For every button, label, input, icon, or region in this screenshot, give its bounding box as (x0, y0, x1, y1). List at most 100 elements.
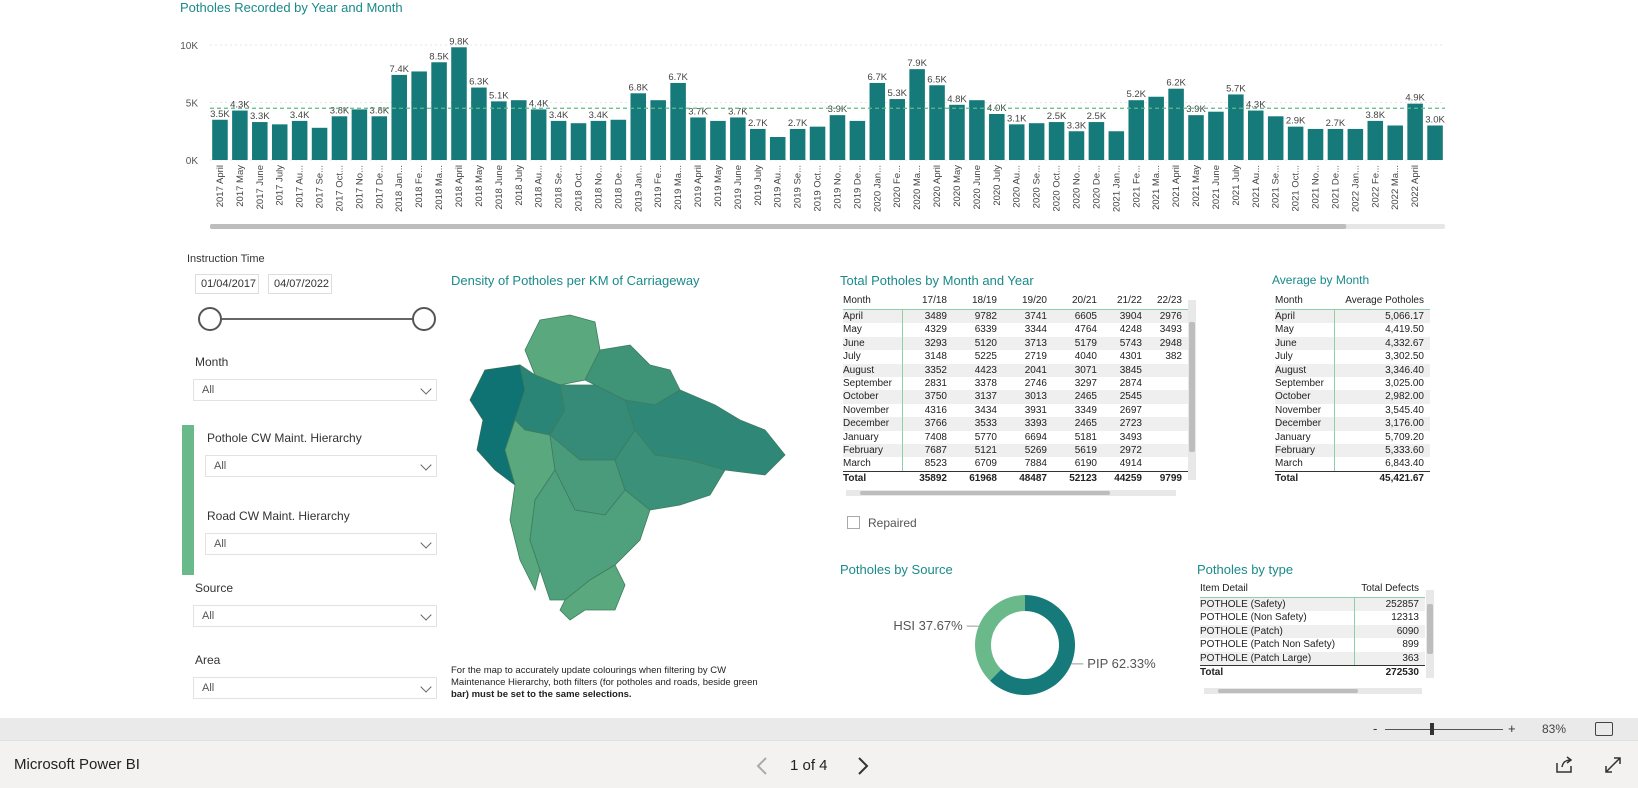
bar[interactable] (769, 137, 786, 160)
table-row[interactable]: January 7408 5770 6694 5181 3493 (843, 430, 1188, 444)
bar[interactable] (411, 71, 427, 160)
table-row[interactable]: April 5,066.17 (1275, 310, 1430, 324)
table-row[interactable]: August 3,346.40 (1275, 363, 1430, 377)
type-table-hscroll[interactable] (1204, 688, 1422, 694)
bar[interactable] (1347, 128, 1364, 160)
table-row[interactable]: July 3148 5225 2719 4040 4301 382 (843, 350, 1188, 364)
table-row[interactable]: May 4329 6339 3344 4764 4248 3493 (843, 323, 1188, 337)
chevron-right-icon[interactable] (856, 756, 870, 776)
table-row[interactable]: February 7687 5121 5269 5619 2972 (843, 443, 1188, 458)
bar[interactable] (431, 62, 447, 160)
bar[interactable] (929, 85, 945, 160)
bar[interactable] (690, 117, 706, 160)
chevron-left-icon[interactable] (755, 756, 769, 776)
bar[interactable] (391, 74, 408, 160)
road-hierarchy-dropdown[interactable]: All (205, 533, 437, 555)
column-header[interactable]: 18/19 (971, 295, 997, 306)
donut-slice[interactable] (990, 595, 1075, 695)
bar[interactable] (471, 87, 487, 160)
pothole-hierarchy-dropdown[interactable]: All (205, 455, 437, 477)
column-header[interactable]: 21/22 (1116, 295, 1142, 306)
table-row[interactable]: October 2,982.00 (1275, 390, 1430, 404)
donut-slice[interactable] (975, 595, 1025, 681)
bar[interactable] (550, 120, 567, 160)
bar[interactable] (1108, 131, 1125, 160)
bar[interactable] (1367, 120, 1384, 160)
bar[interactable] (1068, 131, 1085, 160)
bar[interactable] (1327, 128, 1344, 160)
table-row[interactable]: POTHOLE (Patch Large) 363 (1200, 651, 1425, 665)
bar[interactable] (351, 109, 368, 160)
bar[interactable] (1128, 100, 1145, 160)
bar[interactable] (710, 120, 726, 160)
source-donut-chart[interactable]: PIP 62.33% HSI 37.67% (860, 580, 1180, 710)
table-row[interactable]: POTHOLE (Patch Non Safety) 899 (1200, 638, 1425, 652)
bar[interactable] (1168, 88, 1184, 160)
repaired-checkbox[interactable] (847, 516, 860, 529)
column-header[interactable]: 17/18 (921, 295, 947, 306)
fit-to-page-icon[interactable] (1595, 722, 1613, 736)
table-row[interactable]: October 3750 3137 3013 2465 2545 (843, 390, 1188, 404)
bar[interactable] (1247, 110, 1264, 160)
column-header[interactable]: Total Defects (1361, 583, 1419, 594)
bar[interactable] (1008, 124, 1025, 160)
bar[interactable] (371, 116, 388, 160)
column-header[interactable]: Month (1275, 295, 1303, 306)
zoom-in-button[interactable]: + (1508, 721, 1516, 736)
table-row[interactable]: August 3352 4423 2041 3071 3845 (843, 363, 1188, 377)
bar[interactable] (1307, 128, 1324, 160)
bar[interactable] (630, 93, 647, 160)
bar[interactable] (291, 120, 308, 160)
expand-icon[interactable] (1603, 755, 1623, 775)
bar[interactable] (909, 69, 925, 160)
bar[interactable] (530, 109, 547, 160)
bar[interactable] (1287, 126, 1304, 160)
map-region-far-south[interactable] (559, 564, 626, 621)
table-row[interactable]: July 3,302.50 (1275, 350, 1430, 364)
table-row[interactable]: March 8523 6709 7884 6190 4914 (843, 457, 1188, 471)
total-table-scrollbar[interactable] (1188, 300, 1196, 480)
bar[interactable] (650, 100, 666, 160)
bar[interactable] (491, 101, 507, 160)
bar[interactable] (610, 119, 627, 160)
table-row[interactable]: December 3766 3533 3393 2465 2723 (843, 417, 1188, 431)
bar[interactable] (510, 100, 527, 160)
bar[interactable] (570, 123, 587, 160)
bar[interactable] (311, 127, 328, 160)
bar[interactable] (590, 120, 607, 160)
bar[interactable] (730, 117, 746, 160)
table-row[interactable]: POTHOLE (Safety) 252857 (1200, 598, 1425, 612)
bar[interactable] (829, 115, 846, 160)
bar[interactable] (750, 128, 766, 160)
column-header[interactable]: Average Potholes (1345, 295, 1424, 306)
bar[interactable] (849, 120, 866, 160)
type-table-scrollbar[interactable] (1426, 590, 1434, 678)
column-header[interactable]: Item Detail (1200, 583, 1248, 594)
bar[interactable] (989, 114, 1005, 160)
bar[interactable] (889, 99, 905, 160)
table-row[interactable]: December 3,176.00 (1275, 417, 1430, 431)
table-row[interactable]: February 5,333.60 (1275, 443, 1430, 458)
zoom-slider-handle[interactable] (1430, 723, 1434, 735)
bar[interactable] (1188, 115, 1204, 160)
column-header[interactable]: 22/23 (1156, 295, 1182, 306)
table-row[interactable]: April 3489 9782 3741 6605 3904 2976 (843, 310, 1188, 324)
bar[interactable] (869, 82, 886, 160)
bar[interactable] (670, 82, 686, 160)
table-row[interactable]: September 3,025.00 (1275, 376, 1430, 391)
source-dropdown[interactable]: All (193, 605, 437, 627)
bar[interactable] (1088, 122, 1105, 160)
area-dropdown[interactable]: All (193, 677, 437, 699)
bar[interactable] (1427, 125, 1443, 161)
bar[interactable] (1028, 123, 1045, 160)
bar[interactable] (451, 47, 467, 160)
bar[interactable] (252, 122, 268, 160)
date-to-input[interactable]: 04/07/2022 (268, 274, 332, 294)
bar[interactable] (1148, 96, 1164, 160)
bar[interactable] (232, 110, 248, 160)
table-row[interactable]: POTHOLE (Non Safety) 12313 (1200, 611, 1425, 625)
table-row[interactable]: May 4,419.50 (1275, 323, 1430, 337)
bar[interactable] (1208, 111, 1224, 160)
bar[interactable] (1048, 122, 1065, 160)
bar[interactable] (1228, 94, 1244, 160)
